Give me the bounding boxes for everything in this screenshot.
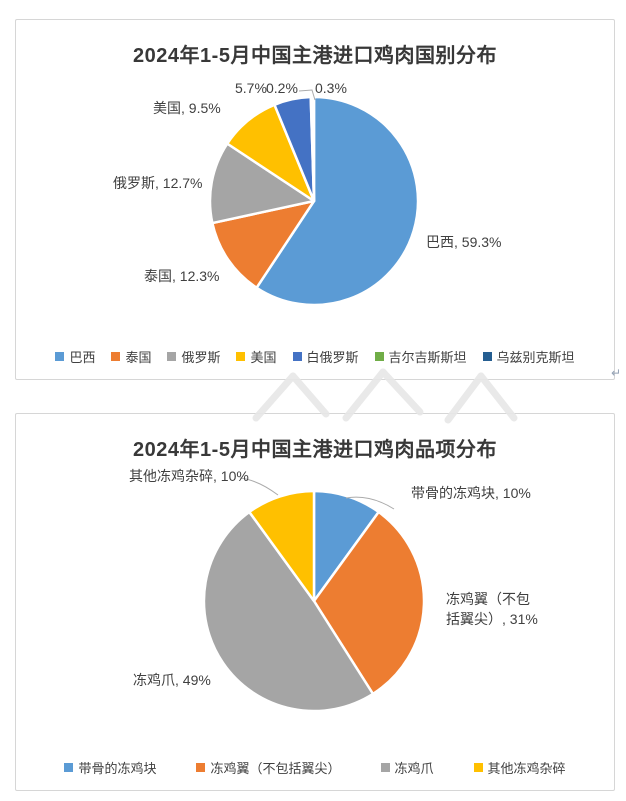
legend-swatch-icon [374, 352, 384, 361]
legend-swatch-icon [196, 763, 206, 772]
legend-label: 冻鸡翼（不包括翼尖） [210, 761, 341, 776]
pie-slice-0 [255, 95, 420, 307]
legend-item: 俄罗斯 [167, 347, 220, 366]
chart-title: 2024年1-5月中国主港进口鸡肉国别分布 [133, 45, 497, 67]
leader-line [298, 89, 316, 101]
legend-swatch-icon [64, 763, 74, 772]
legend-swatch-icon [167, 352, 177, 361]
leader-line [345, 496, 395, 510]
legend-swatch-icon [55, 352, 65, 361]
legend-swatch-icon [111, 352, 121, 361]
pie-chart [208, 89, 420, 307]
pie-slice-1 [312, 510, 426, 696]
legend-item: 吉尔吉斯斯坦 [374, 347, 467, 366]
legend-label: 泰国 [125, 350, 152, 365]
legend-swatch-icon [482, 352, 492, 361]
legend-item: 乌兹别克斯坦 [482, 347, 575, 366]
legend-item: 美国 [236, 347, 277, 366]
leader-line [239, 477, 279, 496]
pie-slice-2 [208, 142, 316, 225]
legend-label: 吉尔吉斯斯坦 [388, 350, 467, 365]
legend: 巴西 泰国 俄罗斯 美国 白俄罗斯 吉尔吉斯斯坦 乌兹别克斯坦 [16, 347, 614, 366]
legend-item: 泰国 [111, 347, 151, 366]
legend-swatch-icon [380, 763, 390, 772]
legend-item: 带骨的冻鸡块 [64, 758, 156, 777]
legend-item: 白俄罗斯 [292, 347, 359, 366]
legend-label: 白俄罗斯 [306, 350, 359, 365]
legend-label: 乌兹别克斯坦 [496, 350, 575, 365]
legend: 带骨的冻鸡块 冻鸡翼（不包括翼尖） 冻鸡爪 其他冻鸡杂碎 [16, 758, 614, 777]
country-pie-chart-card: 2024年1-5月中国主港进口鸡肉国别分布 巴西, 59.3% 泰国, 12.3%… [15, 19, 615, 380]
legend-label: 巴西 [69, 350, 96, 365]
pie-slice-3 [248, 489, 316, 603]
pie-chart [202, 477, 426, 713]
legend-label: 带骨的冻鸡块 [78, 761, 157, 776]
legend-item: 其他冻鸡杂碎 [473, 758, 566, 777]
chart-title: 2024年1-5月中国主港进口鸡肉品项分布 [133, 439, 497, 461]
legend-item: 冻鸡爪 [380, 758, 434, 777]
product-pie-chart-card: 2024年1-5月中国主港进口鸡肉品项分布 带骨的冻鸡块, 10% 冻鸡翼（不包 … [15, 413, 615, 791]
paragraph-mark-icon: ↵ [611, 366, 622, 380]
pie-slice-2 [202, 510, 375, 713]
legend-label: 俄罗斯 [181, 350, 221, 365]
legend-swatch-icon [236, 352, 246, 361]
pie-slice-1 [211, 199, 316, 289]
legend-swatch-icon [292, 352, 302, 361]
legend-item: 巴西 [55, 347, 95, 366]
legend-swatch-icon [473, 763, 483, 772]
legend-label: 其他冻鸡杂碎 [487, 761, 566, 776]
legend-item: 冻鸡翼（不包括翼尖） [196, 758, 341, 777]
legend-label: 冻鸡爪 [394, 761, 434, 776]
legend-label: 美国 [250, 350, 277, 365]
